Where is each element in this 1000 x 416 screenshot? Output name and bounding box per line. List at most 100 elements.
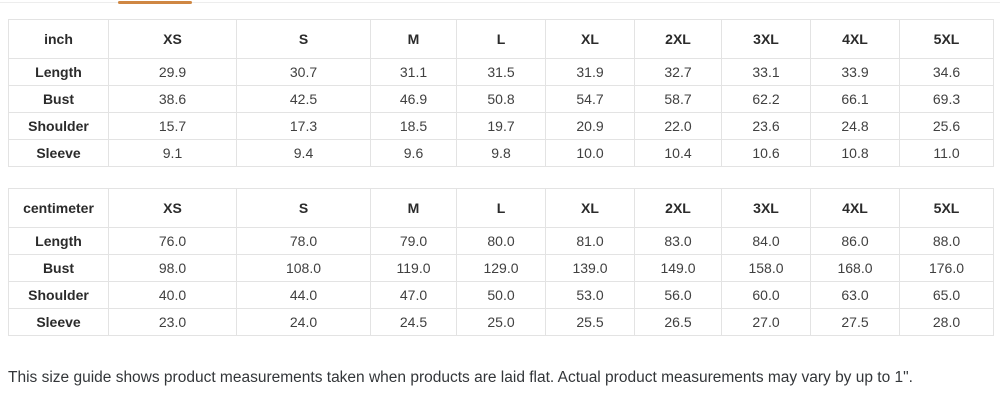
measurement-cell: 24.0: [236, 308, 371, 336]
size-column-header: S: [236, 188, 371, 228]
table-row: Shoulder 40.0 44.0 47.0 50.0 53.0 56.0 60.0 63.0…: [8, 281, 994, 309]
measurement-cell: 168.0: [810, 254, 900, 282]
measurement-cell: 32.7: [634, 58, 722, 86]
measurement-cell: 66.1: [810, 85, 900, 113]
measurement-cell: 83.0: [634, 227, 722, 255]
measurement-cell: 19.7: [456, 112, 546, 140]
table-row: Sleeve 9.1 9.4 9.6 9.8 10.0 10.4 10.6 10.8 11.0: [8, 139, 994, 167]
measurement-cell: 17.3: [236, 112, 371, 140]
measurement-cell: 22.0: [634, 112, 722, 140]
measurement-cell: 50.0: [456, 281, 546, 309]
row-label-cell: Length: [8, 58, 109, 86]
measurement-cell: 34.6: [899, 58, 994, 86]
measurement-cell: 119.0: [370, 254, 457, 282]
size-column-header: XL: [545, 188, 635, 228]
size-column-header: L: [456, 19, 546, 59]
measurement-cell: 9.6: [370, 139, 457, 167]
measurement-cell: 9.4: [236, 139, 371, 167]
measurement-cell: 27.5: [810, 308, 900, 336]
unit-label-cell: inch: [8, 19, 109, 59]
active-tab-indicator[interactable]: [118, 1, 192, 4]
table-row: Sleeve 23.0 24.0 24.5 25.0 25.5 26.5 27.0 27.5 28…: [8, 308, 994, 336]
measurement-cell: 23.6: [721, 112, 811, 140]
size-column-header: M: [370, 188, 457, 228]
table-header-row: centimeter XS S M L XL 2XL 3XL 4XL 5XL: [8, 188, 994, 228]
size-column-header: XS: [108, 188, 237, 228]
size-column-header: 4XL: [810, 19, 900, 59]
measurement-cell: 129.0: [456, 254, 546, 282]
measurement-cell: 9.1: [108, 139, 237, 167]
measurement-cell: 88.0: [899, 227, 994, 255]
row-label-cell: Length: [8, 227, 109, 255]
size-table-inch: inch XS S M L XL 2XL 3XL 4XL 5XL Length 29.9 30.7 31.…: [8, 19, 994, 167]
size-table-centimeter: centimeter XS S M L XL 2XL 3XL 4XL 5XL Length 76.0 7…: [8, 188, 994, 336]
measurement-cell: 69.3: [899, 85, 994, 113]
table-header-row: inch XS S M L XL 2XL 3XL 4XL 5XL: [8, 19, 994, 59]
size-column-header: S: [236, 19, 371, 59]
row-label-cell: Sleeve: [8, 139, 109, 167]
measurement-cell: 25.5: [545, 308, 635, 336]
measurement-cell: 158.0: [721, 254, 811, 282]
size-column-header: 2XL: [634, 188, 722, 228]
measurement-cell: 54.7: [545, 85, 635, 113]
table-row: Bust 38.6 42.5 46.9 50.8 54.7 58.7 62.2 66.1 69.3: [8, 85, 994, 113]
measurement-cell: 46.9: [370, 85, 457, 113]
measurement-cell: 40.0: [108, 281, 237, 309]
measurement-cell: 10.0: [545, 139, 635, 167]
measurement-cell: 31.5: [456, 58, 546, 86]
measurement-cell: 62.2: [721, 85, 811, 113]
measurement-cell: 79.0: [370, 227, 457, 255]
measurement-cell: 149.0: [634, 254, 722, 282]
size-column-header: L: [456, 188, 546, 228]
measurement-cell: 84.0: [721, 227, 811, 255]
measurement-cell: 28.0: [899, 308, 994, 336]
measurement-cell: 98.0: [108, 254, 237, 282]
measurement-cell: 24.8: [810, 112, 900, 140]
measurement-cell: 15.7: [108, 112, 237, 140]
row-label-cell: Shoulder: [8, 112, 109, 140]
measurement-cell: 31.1: [370, 58, 457, 86]
measurement-cell: 10.8: [810, 139, 900, 167]
table-row: Bust 98.0 108.0 119.0 129.0 139.0 149.0 158.0 16…: [8, 254, 994, 282]
tab-bar-bottom-edge: [0, 0, 1000, 4]
measurement-cell: 20.9: [545, 112, 635, 140]
size-table: inch XS S M L XL 2XL 3XL 4XL 5XL Length 29.9 30.7 31.…: [8, 19, 994, 167]
measurement-cell: 27.0: [721, 308, 811, 336]
measurement-cell: 30.7: [236, 58, 371, 86]
measurement-cell: 11.0: [899, 139, 994, 167]
measurement-cell: 44.0: [236, 281, 371, 309]
size-guide-content: inch XS S M L XL 2XL 3XL 4XL 5XL Length 29.9 30.7 31.…: [0, 19, 1000, 389]
measurement-cell: 86.0: [810, 227, 900, 255]
measurement-cell: 139.0: [545, 254, 635, 282]
table-row: Length 29.9 30.7 31.1 31.5 31.9 32.7 33.1 33.9 34…: [8, 58, 994, 86]
measurement-cell: 58.7: [634, 85, 722, 113]
size-table: centimeter XS S M L XL 2XL 3XL 4XL 5XL Length 76.0 7…: [8, 188, 994, 336]
size-column-header: M: [370, 19, 457, 59]
measurement-cell: 33.1: [721, 58, 811, 86]
measurement-cell: 33.9: [810, 58, 900, 86]
size-column-header: 3XL: [721, 188, 811, 228]
measurement-cell: 47.0: [370, 281, 457, 309]
measurement-cell: 76.0: [108, 227, 237, 255]
table-row: Length 76.0 78.0 79.0 80.0 81.0 83.0 84.0 86.0 88…: [8, 227, 994, 255]
measurement-cell: 78.0: [236, 227, 371, 255]
size-column-header: 3XL: [721, 19, 811, 59]
size-guide-note: This size guide shows product measuremen…: [8, 369, 913, 386]
measurement-cell: 42.5: [236, 85, 371, 113]
measurement-cell: 25.6: [899, 112, 994, 140]
unit-label-cell: centimeter: [8, 188, 109, 228]
measurement-cell: 31.9: [545, 58, 635, 86]
measurement-cell: 18.5: [370, 112, 457, 140]
measurement-cell: 56.0: [634, 281, 722, 309]
measurement-cell: 26.5: [634, 308, 722, 336]
measurement-cell: 50.8: [456, 85, 546, 113]
measurement-cell: 10.4: [634, 139, 722, 167]
measurement-cell: 29.9: [108, 58, 237, 86]
measurement-cell: 53.0: [545, 281, 635, 309]
size-column-header: 5XL: [899, 188, 994, 228]
measurement-cell: 24.5: [370, 308, 457, 336]
measurement-cell: 81.0: [545, 227, 635, 255]
size-column-header: 4XL: [810, 188, 900, 228]
measurement-cell: 176.0: [899, 254, 994, 282]
measurement-cell: 80.0: [456, 227, 546, 255]
